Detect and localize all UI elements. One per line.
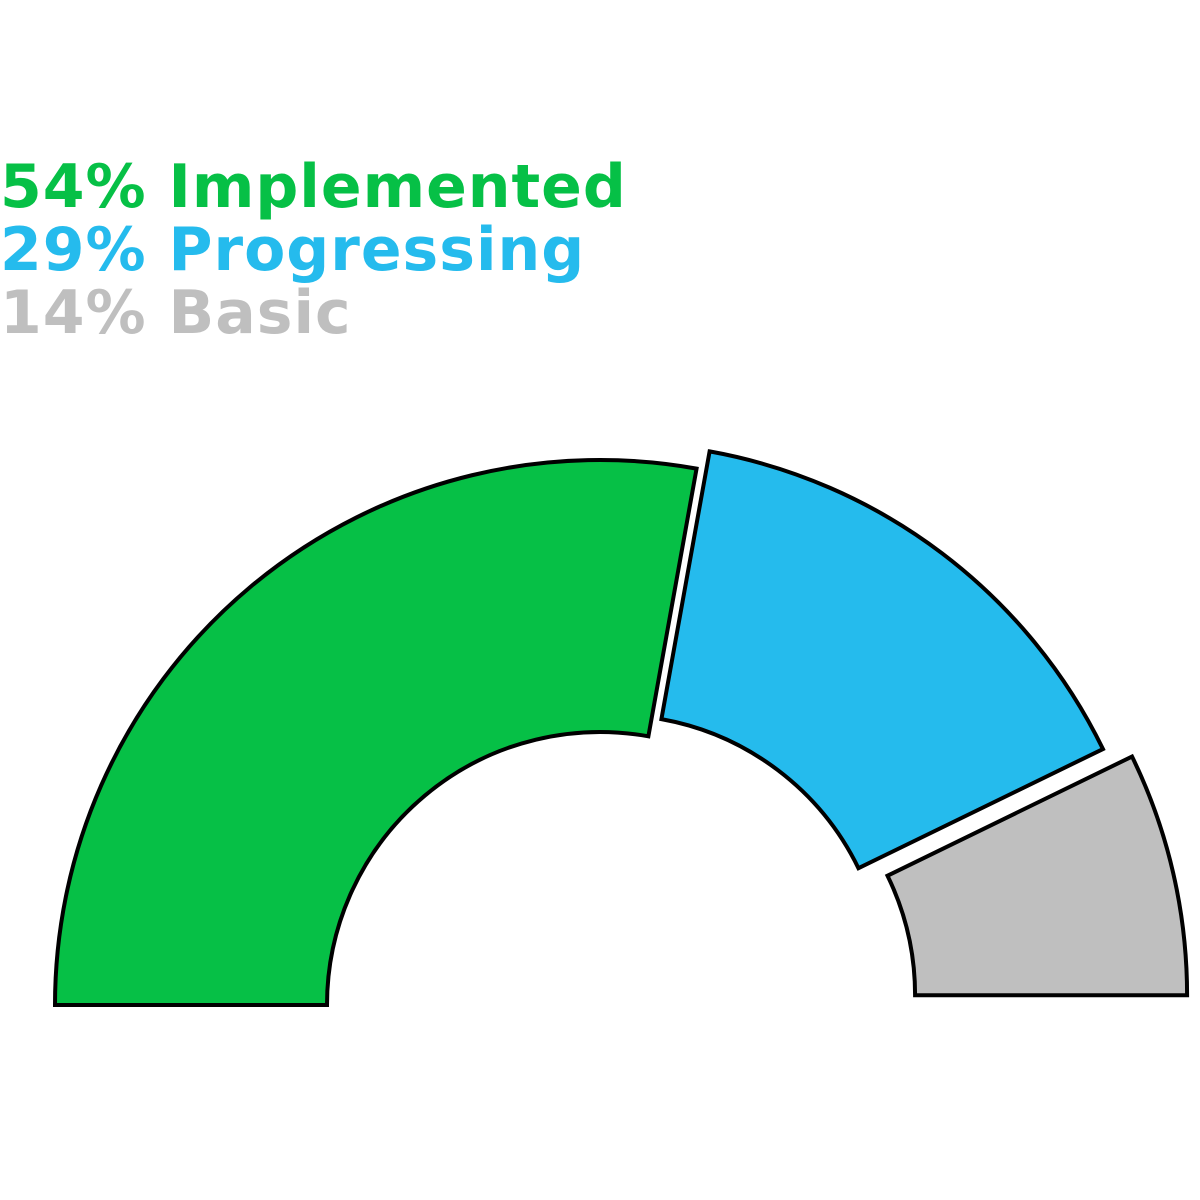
legend-percent-progressing: 29% — [0, 215, 147, 285]
slice-progressing — [659, 449, 1106, 871]
slice-implemented — [52, 457, 699, 1007]
legend-label-progressing: Progressing — [168, 215, 586, 285]
legend-percent-basic: 14% — [0, 278, 147, 348]
legend-entry-implemented: 54% Implemented — [0, 156, 627, 219]
chart-legend: 54% Implemented 29% Progressing 14% Basi… — [0, 156, 627, 345]
legend-label-basic: Basic — [168, 278, 352, 348]
legend-percent-implemented: 54% — [0, 152, 147, 222]
legend-entry-basic: 14% Basic — [0, 282, 627, 345]
slice-basic — [884, 753, 1190, 998]
legend-entry-progressing: 29% Progressing — [0, 219, 627, 282]
legend-label-implemented: Implemented — [168, 152, 627, 222]
